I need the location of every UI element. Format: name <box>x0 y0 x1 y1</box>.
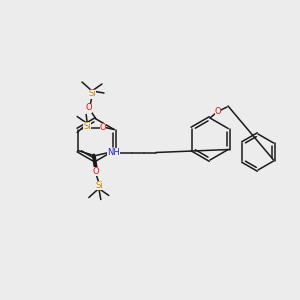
Text: Si: Si <box>83 122 91 131</box>
Text: O: O <box>215 107 221 116</box>
Text: NH: NH <box>107 148 120 157</box>
Text: O: O <box>92 167 99 176</box>
Text: O: O <box>86 103 92 112</box>
Text: Si: Si <box>88 89 96 98</box>
Text: O: O <box>100 123 106 132</box>
Text: Si: Si <box>95 181 103 190</box>
